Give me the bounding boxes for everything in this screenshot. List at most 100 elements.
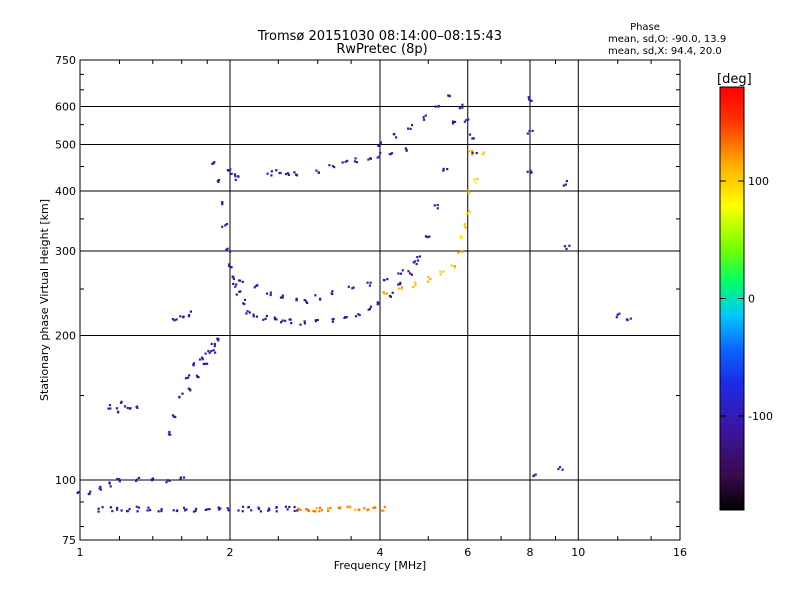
data-point <box>411 124 414 127</box>
data-point <box>194 509 197 513</box>
data-point <box>354 508 357 511</box>
data-point <box>168 430 171 434</box>
data-point <box>344 160 347 163</box>
data-point <box>376 156 379 159</box>
data-point <box>453 120 457 123</box>
x-tick-label: 6 <box>464 546 471 559</box>
plot-area: 1 2 4 6 8 10 16 75 100 200 300 400 500 600 750 <box>55 54 687 559</box>
data-point <box>116 508 119 511</box>
data-point <box>201 356 204 359</box>
data-point <box>197 376 200 379</box>
data-point <box>434 105 437 108</box>
data-point <box>247 506 250 509</box>
data-point <box>206 362 209 365</box>
data-point <box>281 296 284 299</box>
data-point <box>468 210 471 213</box>
data-point <box>427 276 430 279</box>
data-point <box>410 273 413 276</box>
data-point <box>317 171 320 174</box>
y-tick-label: 100 <box>55 474 76 487</box>
data-point <box>407 270 410 273</box>
data-point <box>213 342 216 346</box>
data-point <box>109 407 112 410</box>
data-point <box>458 107 461 110</box>
data-point <box>137 506 140 509</box>
data-point <box>351 287 354 290</box>
data-point <box>227 169 230 172</box>
data-point <box>526 170 529 173</box>
data-point <box>290 322 293 325</box>
data-point <box>457 251 460 254</box>
data-point <box>414 284 417 287</box>
data-point <box>204 352 207 355</box>
data-point <box>436 203 439 207</box>
data-point <box>439 270 442 273</box>
data-point <box>184 509 187 512</box>
data-point <box>117 411 120 414</box>
data-point <box>418 255 421 258</box>
data-point <box>210 342 213 345</box>
data-point <box>97 507 100 510</box>
data-point <box>88 492 91 496</box>
data-point <box>318 510 321 513</box>
data-point <box>368 307 372 310</box>
data-point <box>195 374 198 377</box>
data-point <box>232 282 235 285</box>
data-point <box>349 506 352 509</box>
data-point <box>526 132 529 135</box>
data-point <box>171 414 175 417</box>
data-point <box>471 137 474 140</box>
data-point <box>475 152 478 155</box>
data-point <box>528 98 531 101</box>
data-point <box>210 350 213 353</box>
data-point <box>383 505 386 508</box>
data-point <box>414 281 417 284</box>
data-point <box>341 161 344 164</box>
data-point <box>473 178 476 181</box>
data-point <box>243 298 247 301</box>
data-point <box>284 173 288 176</box>
data-point <box>482 153 485 156</box>
data-point <box>337 506 340 509</box>
data-point <box>189 389 192 392</box>
data-point <box>226 507 229 510</box>
data-point <box>136 510 139 513</box>
data-point <box>332 317 335 321</box>
data-point <box>181 392 184 395</box>
data-point <box>269 291 272 294</box>
data-point <box>234 175 237 178</box>
data-point <box>376 303 379 306</box>
data-point <box>108 481 111 484</box>
data-point <box>530 99 533 102</box>
data-point <box>99 488 102 491</box>
data-point <box>219 507 222 510</box>
data-point <box>202 362 205 366</box>
data-point <box>221 203 224 206</box>
data-point <box>216 179 219 183</box>
data-point <box>89 490 92 493</box>
data-point <box>409 127 412 130</box>
data-point <box>379 141 382 144</box>
data-point <box>405 149 408 152</box>
data-point <box>116 506 119 509</box>
data-point <box>284 319 287 322</box>
x-axis-ticks: 1 2 4 6 8 10 16 <box>77 60 687 559</box>
data-point <box>379 143 382 146</box>
data-point <box>241 510 244 513</box>
data-point <box>151 479 154 482</box>
data-point <box>269 293 272 297</box>
data-point <box>237 509 240 512</box>
data-point <box>618 312 621 315</box>
data-point <box>221 201 224 204</box>
data-point <box>211 162 214 165</box>
data-point <box>347 285 350 288</box>
data-point <box>252 313 255 316</box>
data-point <box>305 300 308 303</box>
data-point <box>176 509 179 512</box>
data-point <box>135 505 138 508</box>
data-point <box>204 508 207 511</box>
data-point <box>185 508 188 511</box>
data-point <box>273 318 277 321</box>
data-point <box>303 322 306 325</box>
data-point <box>182 476 186 479</box>
